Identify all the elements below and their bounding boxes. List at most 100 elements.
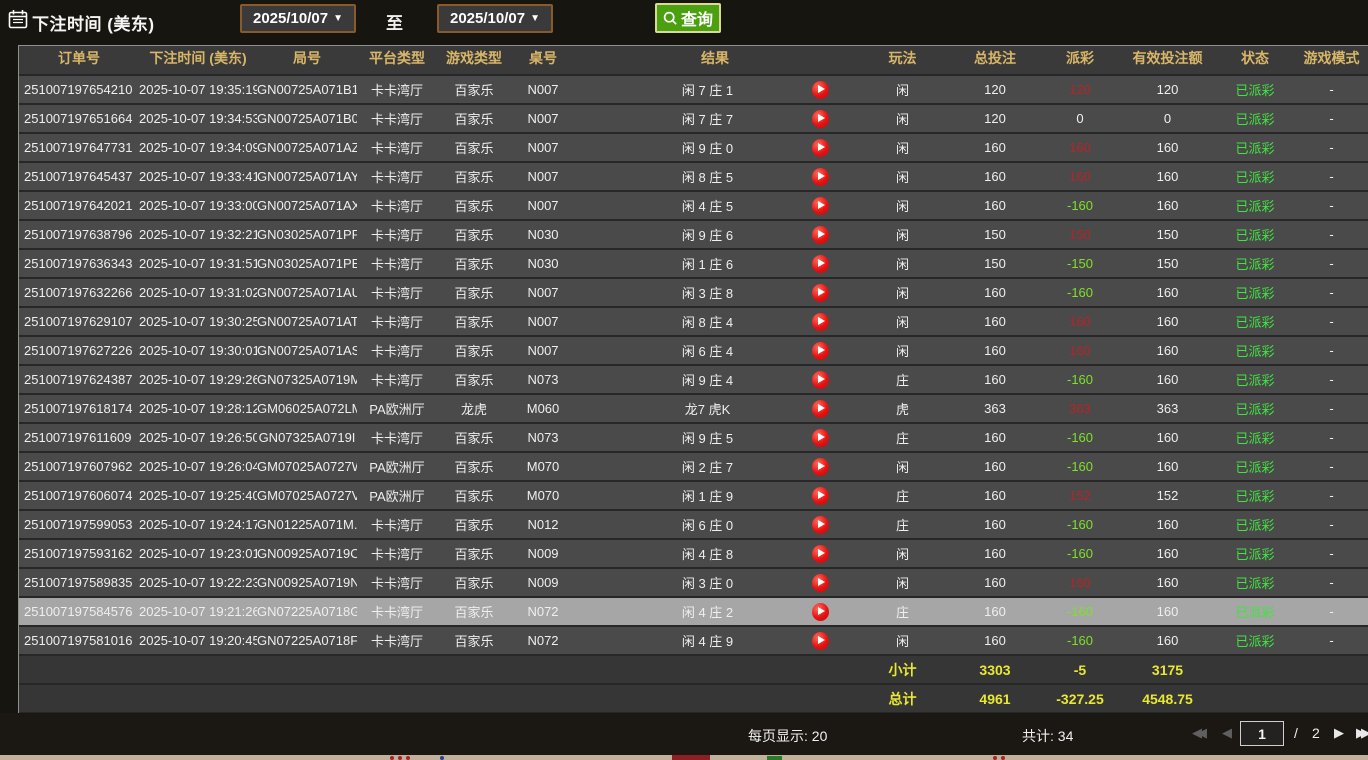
result-text: 闲 1 庄 6	[681, 257, 734, 272]
table-row[interactable]: 251007197593162 2025-10-07 19:23:01 GN00…	[19, 540, 1368, 569]
replay-video-icon[interactable]	[811, 428, 829, 447]
platform-type: 卡卡湾厅	[370, 605, 423, 620]
status-badge: 已派彩	[1235, 402, 1275, 417]
play-method: 闲	[895, 286, 909, 301]
order-number: 251007197645437	[24, 169, 133, 184]
table-row[interactable]: 251007197607962 2025-10-07 19:26:04 GM07…	[19, 453, 1368, 482]
replay-video-icon[interactable]	[811, 225, 829, 244]
table-row[interactable]: 251007197611609 2025-10-07 19:26:50 GN07…	[19, 424, 1368, 453]
replay-video-icon[interactable]	[811, 254, 829, 273]
table-row[interactable]: 251007197651664 2025-10-07 19:34:53 GN00…	[19, 105, 1368, 134]
replay-video-icon[interactable]	[811, 602, 829, 621]
table-row[interactable]: 251007197618174 2025-10-07 19:28:12 GM06…	[19, 395, 1368, 424]
payout-amount: 0	[1076, 111, 1084, 126]
total-bet: 120	[984, 82, 1006, 97]
valid-bet: 0	[1163, 111, 1172, 126]
table-row[interactable]: 251007197638796 2025-10-07 19:32:21 GN03…	[19, 221, 1368, 250]
round-number: GN00725A071AS	[257, 343, 357, 358]
table-row[interactable]: 251007197589835 2025-10-07 19:22:23 GN00…	[19, 569, 1368, 598]
date-to-select[interactable]: 2025/10/07 ▼	[437, 4, 553, 33]
table-row[interactable]: 251007197627226 2025-10-07 19:30:01 GN00…	[19, 337, 1368, 366]
replay-video-icon[interactable]	[811, 544, 829, 563]
replay-video-icon[interactable]	[811, 341, 829, 360]
order-number: 251007197618174	[24, 401, 133, 416]
table-row[interactable]: 251007197654210 2025-10-07 19:35:19 GN00…	[19, 76, 1368, 105]
table-row[interactable]: 251007197645437 2025-10-07 19:33:41 GN00…	[19, 163, 1368, 192]
payout-amount: 160	[1069, 169, 1091, 184]
payout-amount: 152	[1069, 488, 1091, 503]
replay-video-icon[interactable]	[811, 370, 829, 389]
bet-time: 2025-10-07 19:31:51	[139, 256, 257, 271]
table-row[interactable]: 251007197632266 2025-10-07 19:31:02 GN00…	[19, 279, 1368, 308]
table-number: N012	[527, 517, 559, 532]
game-mode: -	[1329, 285, 1334, 300]
game-type: 百家乐	[454, 228, 494, 243]
table-row[interactable]: 251007197629107 2025-10-07 19:30:25 GN00…	[19, 308, 1368, 337]
valid-bet: 160	[1156, 546, 1179, 561]
table-number: N007	[527, 343, 559, 358]
valid-bet: 150	[1156, 256, 1179, 271]
total-label: 总计	[888, 690, 917, 707]
total-bet: 160	[984, 575, 1006, 590]
total-bet: 160	[984, 517, 1006, 532]
replay-video-icon[interactable]	[811, 399, 829, 418]
first-page-icon[interactable]: ◀◀	[1192, 725, 1207, 740]
round-number: GN00725A071B1	[257, 82, 357, 97]
total-bet: 120	[984, 111, 1006, 126]
table-number: N009	[527, 546, 559, 561]
valid-bet: 160	[1156, 198, 1179, 213]
table-row[interactable]: 251007197647731 2025-10-07 19:34:09 GN00…	[19, 134, 1368, 163]
table-row[interactable]: 251007197636343 2025-10-07 19:31:51 GN03…	[19, 250, 1368, 279]
result-text: 闲 9 庄 5	[681, 431, 734, 446]
replay-video-icon[interactable]	[811, 196, 829, 215]
replay-video-icon[interactable]	[811, 486, 829, 505]
game-type: 百家乐	[454, 199, 494, 214]
table-row[interactable]: 251007197624387 2025-10-07 19:29:26 GN07…	[19, 366, 1368, 395]
replay-video-icon[interactable]	[811, 109, 829, 128]
replay-video-icon[interactable]	[811, 312, 829, 331]
payout-amount: -160	[1066, 198, 1094, 213]
date-from-select[interactable]: 2025/10/07 ▼	[240, 4, 356, 33]
next-page-icon[interactable]: ▶	[1334, 725, 1344, 740]
table-number: N073	[527, 430, 559, 445]
table-row[interactable]: 251007197581016 2025-10-07 19:20:45 GN07…	[19, 627, 1368, 656]
last-page-icon[interactable]: ▶▶	[1356, 725, 1368, 740]
bet-records-table: 订单号 下注时间 (美东) 局号 平台类型 游戏类型 桌号 结果 玩法 总投注 …	[18, 45, 1368, 714]
payout-amount: -160	[1066, 285, 1094, 300]
table-number: N007	[527, 314, 559, 329]
game-type: 百家乐	[454, 257, 494, 272]
table-row[interactable]: 251007197584576 2025-10-07 19:21:26 GN07…	[19, 598, 1368, 627]
table-row[interactable]: 251007197606074 2025-10-07 19:25:40 GM07…	[19, 482, 1368, 511]
replay-video-icon[interactable]	[811, 80, 829, 99]
replay-video-icon[interactable]	[811, 138, 829, 157]
status-badge: 已派彩	[1235, 170, 1275, 185]
page-input[interactable]	[1240, 721, 1284, 746]
replay-video-icon[interactable]	[811, 283, 829, 302]
payout-amount: -160	[1066, 546, 1094, 561]
replay-video-icon[interactable]	[811, 457, 829, 476]
platform-type: 卡卡湾厅	[370, 286, 423, 301]
valid-bet: 160	[1156, 633, 1179, 648]
per-page-label: 每页显示: 20	[748, 728, 828, 744]
payout-amount: 160	[1069, 575, 1091, 590]
bet-time: 2025-10-07 19:20:45	[139, 633, 257, 648]
replay-video-icon[interactable]	[811, 515, 829, 534]
prev-page-icon[interactable]: ◀	[1222, 725, 1232, 740]
calendar-icon	[8, 10, 28, 29]
table-row[interactable]: 251007197599053 2025-10-07 19:24:17 GN01…	[19, 511, 1368, 540]
table-row[interactable]: 251007197642021 2025-10-07 19:33:00 GN00…	[19, 192, 1368, 221]
query-button[interactable]: 查询	[655, 3, 721, 33]
replay-video-icon[interactable]	[811, 631, 829, 650]
order-number: 251007197647731	[24, 140, 133, 155]
date-to-value: 2025/10/07	[450, 10, 526, 27]
valid-bet: 160	[1156, 459, 1179, 474]
round-number: GN07325A0719I	[258, 430, 356, 445]
valid-bet: 160	[1156, 343, 1179, 358]
table-number: N030	[527, 256, 559, 271]
table-number: M070	[526, 488, 560, 503]
round-number: GM06025A072LM	[257, 401, 357, 416]
replay-video-icon[interactable]	[811, 573, 829, 592]
platform-type: 卡卡湾厅	[370, 315, 423, 330]
play-method: 闲	[895, 83, 909, 98]
replay-video-icon[interactable]	[811, 167, 829, 186]
